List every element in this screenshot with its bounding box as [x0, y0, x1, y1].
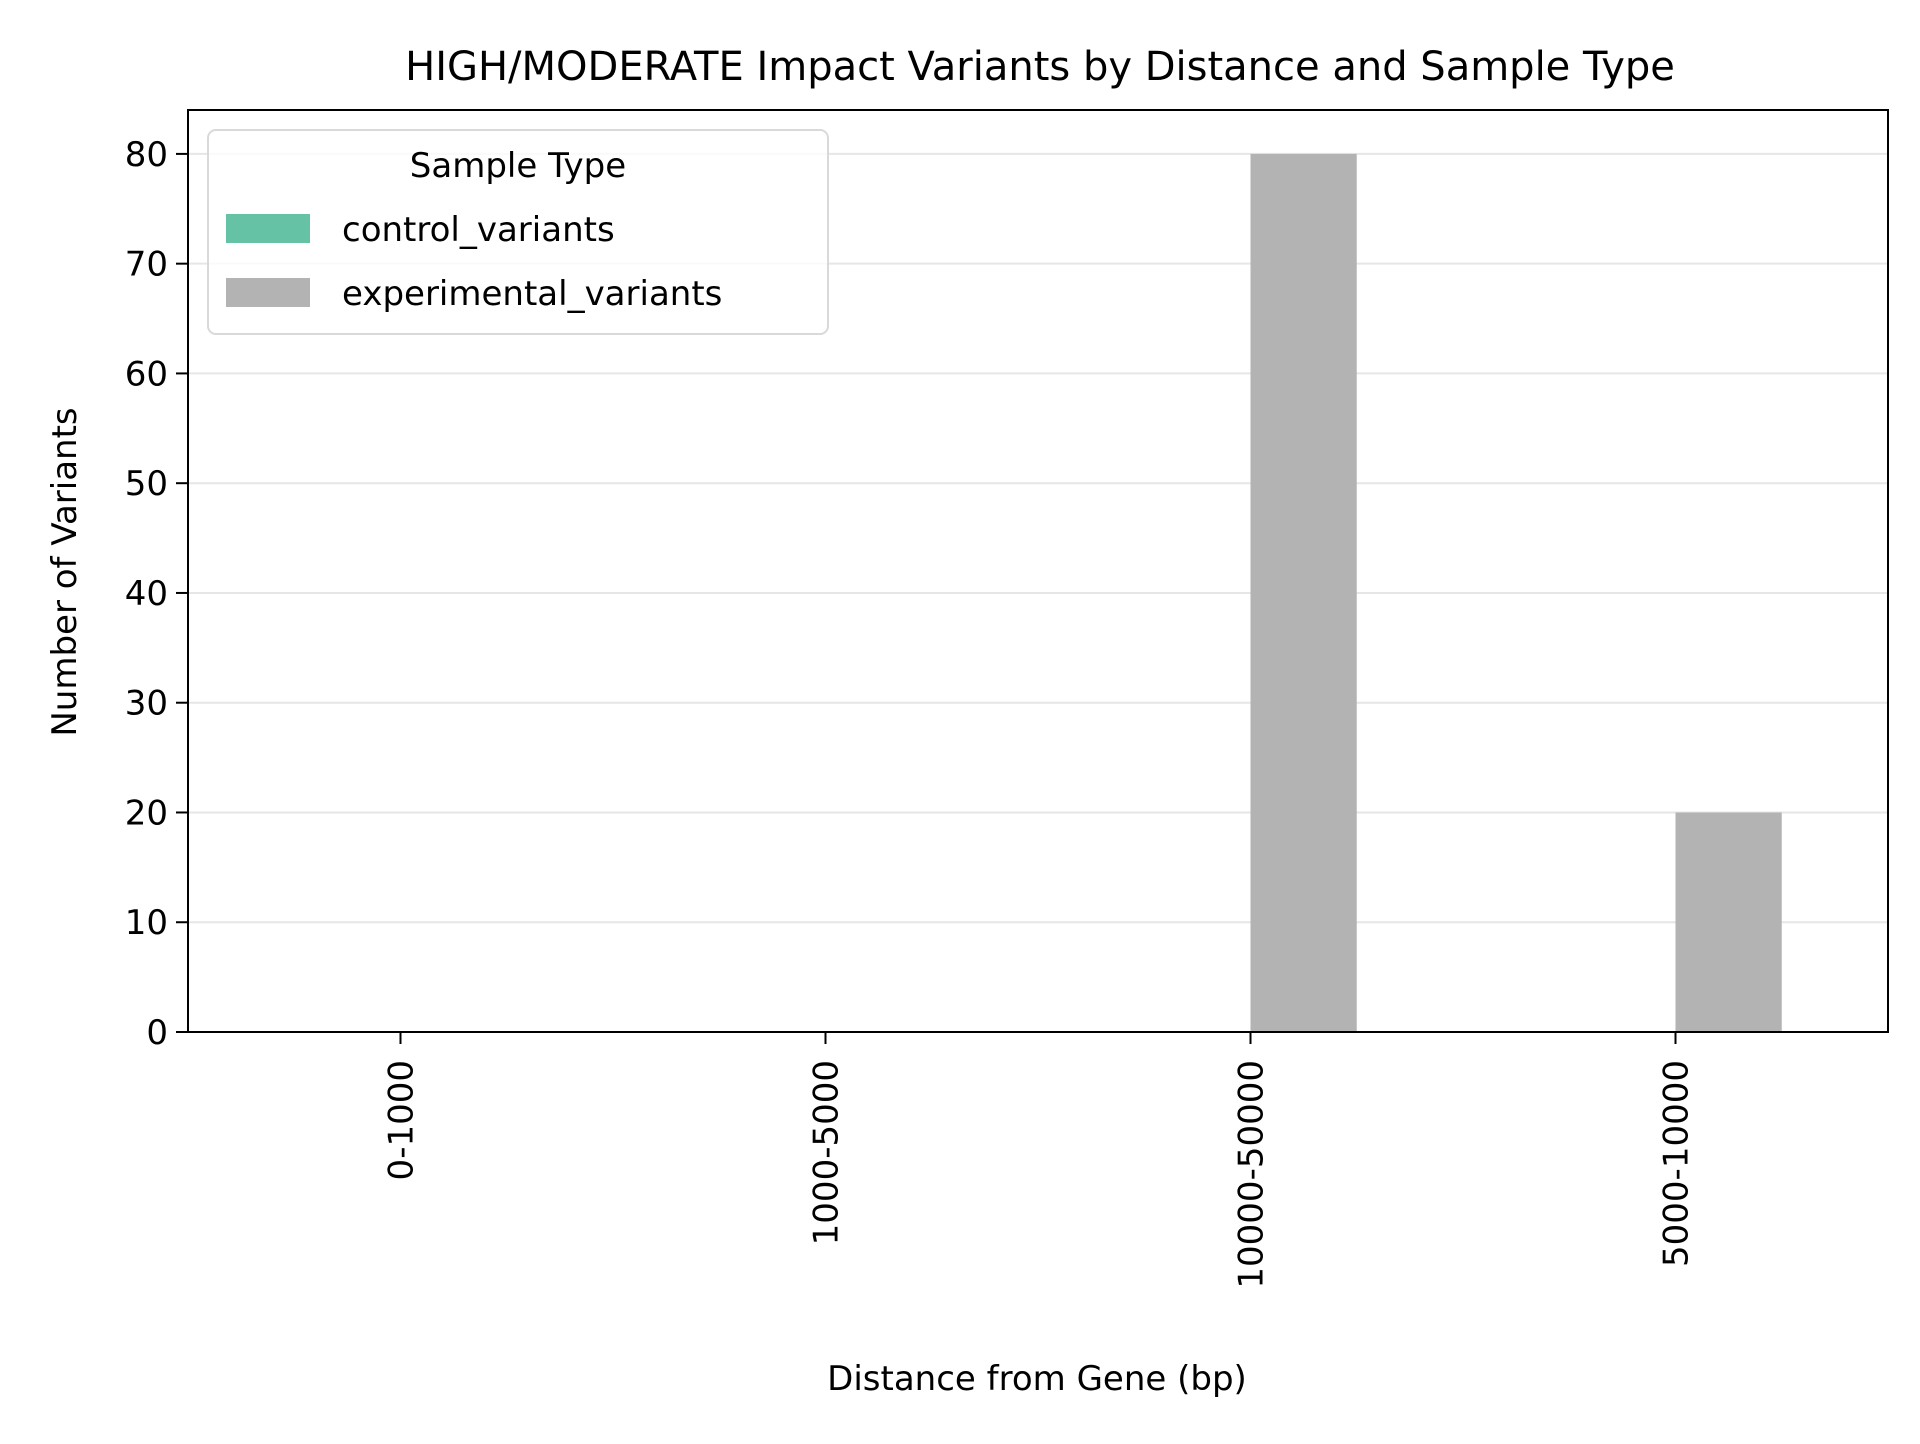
y-tick-label: 50 — [125, 464, 168, 504]
legend-swatch-experimental_variants — [226, 278, 310, 307]
y-tick-label: 80 — [125, 135, 168, 175]
x-tick-label: 5000-10000 — [1657, 1060, 1697, 1267]
y-tick-label: 60 — [125, 354, 168, 394]
x-tick-label: 10000-50000 — [1232, 1060, 1272, 1289]
legend-swatch-control_variants — [226, 214, 310, 243]
x-axis-label: Distance from Gene (bp) — [827, 1359, 1247, 1399]
legend: Sample Type control_variants experimental… — [207, 129, 829, 335]
y-tick-label: 40 — [125, 574, 168, 614]
x-axis-ticks: 0-1000 1000-5000 10000-50000 5000-10000 — [382, 1032, 1697, 1289]
bar-experimental_variants-10000-50000 — [1250, 153, 1357, 1032]
legend-label-experimental_variants: experimental_variants — [342, 274, 722, 314]
x-tick-label: 1000-5000 — [807, 1060, 847, 1245]
legend-box — [207, 129, 829, 335]
y-tick-label: 0 — [146, 1013, 168, 1053]
legend-title: Sample Type — [410, 146, 626, 186]
y-tick-label: 30 — [125, 684, 168, 724]
y-tick-label: 20 — [125, 793, 168, 833]
y-tick-label: 70 — [125, 245, 168, 285]
chart-title: HIGH/MODERATE Impact Variants by Distanc… — [405, 44, 1675, 90]
legend-label-control_variants: control_variants — [342, 210, 615, 250]
legend-items: control_variants experimental_variants — [226, 210, 722, 314]
bar-experimental_variants-5000-10000 — [1675, 812, 1782, 1032]
y-axis-label: Number of Variants — [45, 407, 85, 736]
y-tick-label: 10 — [125, 903, 168, 943]
plot-frame — [187, 109, 1889, 1033]
x-tick-label: 0-1000 — [382, 1060, 422, 1180]
bars — [1250, 153, 1782, 1032]
y-axis-ticks: 0 10 20 30 40 50 60 70 80 — [125, 135, 188, 1053]
